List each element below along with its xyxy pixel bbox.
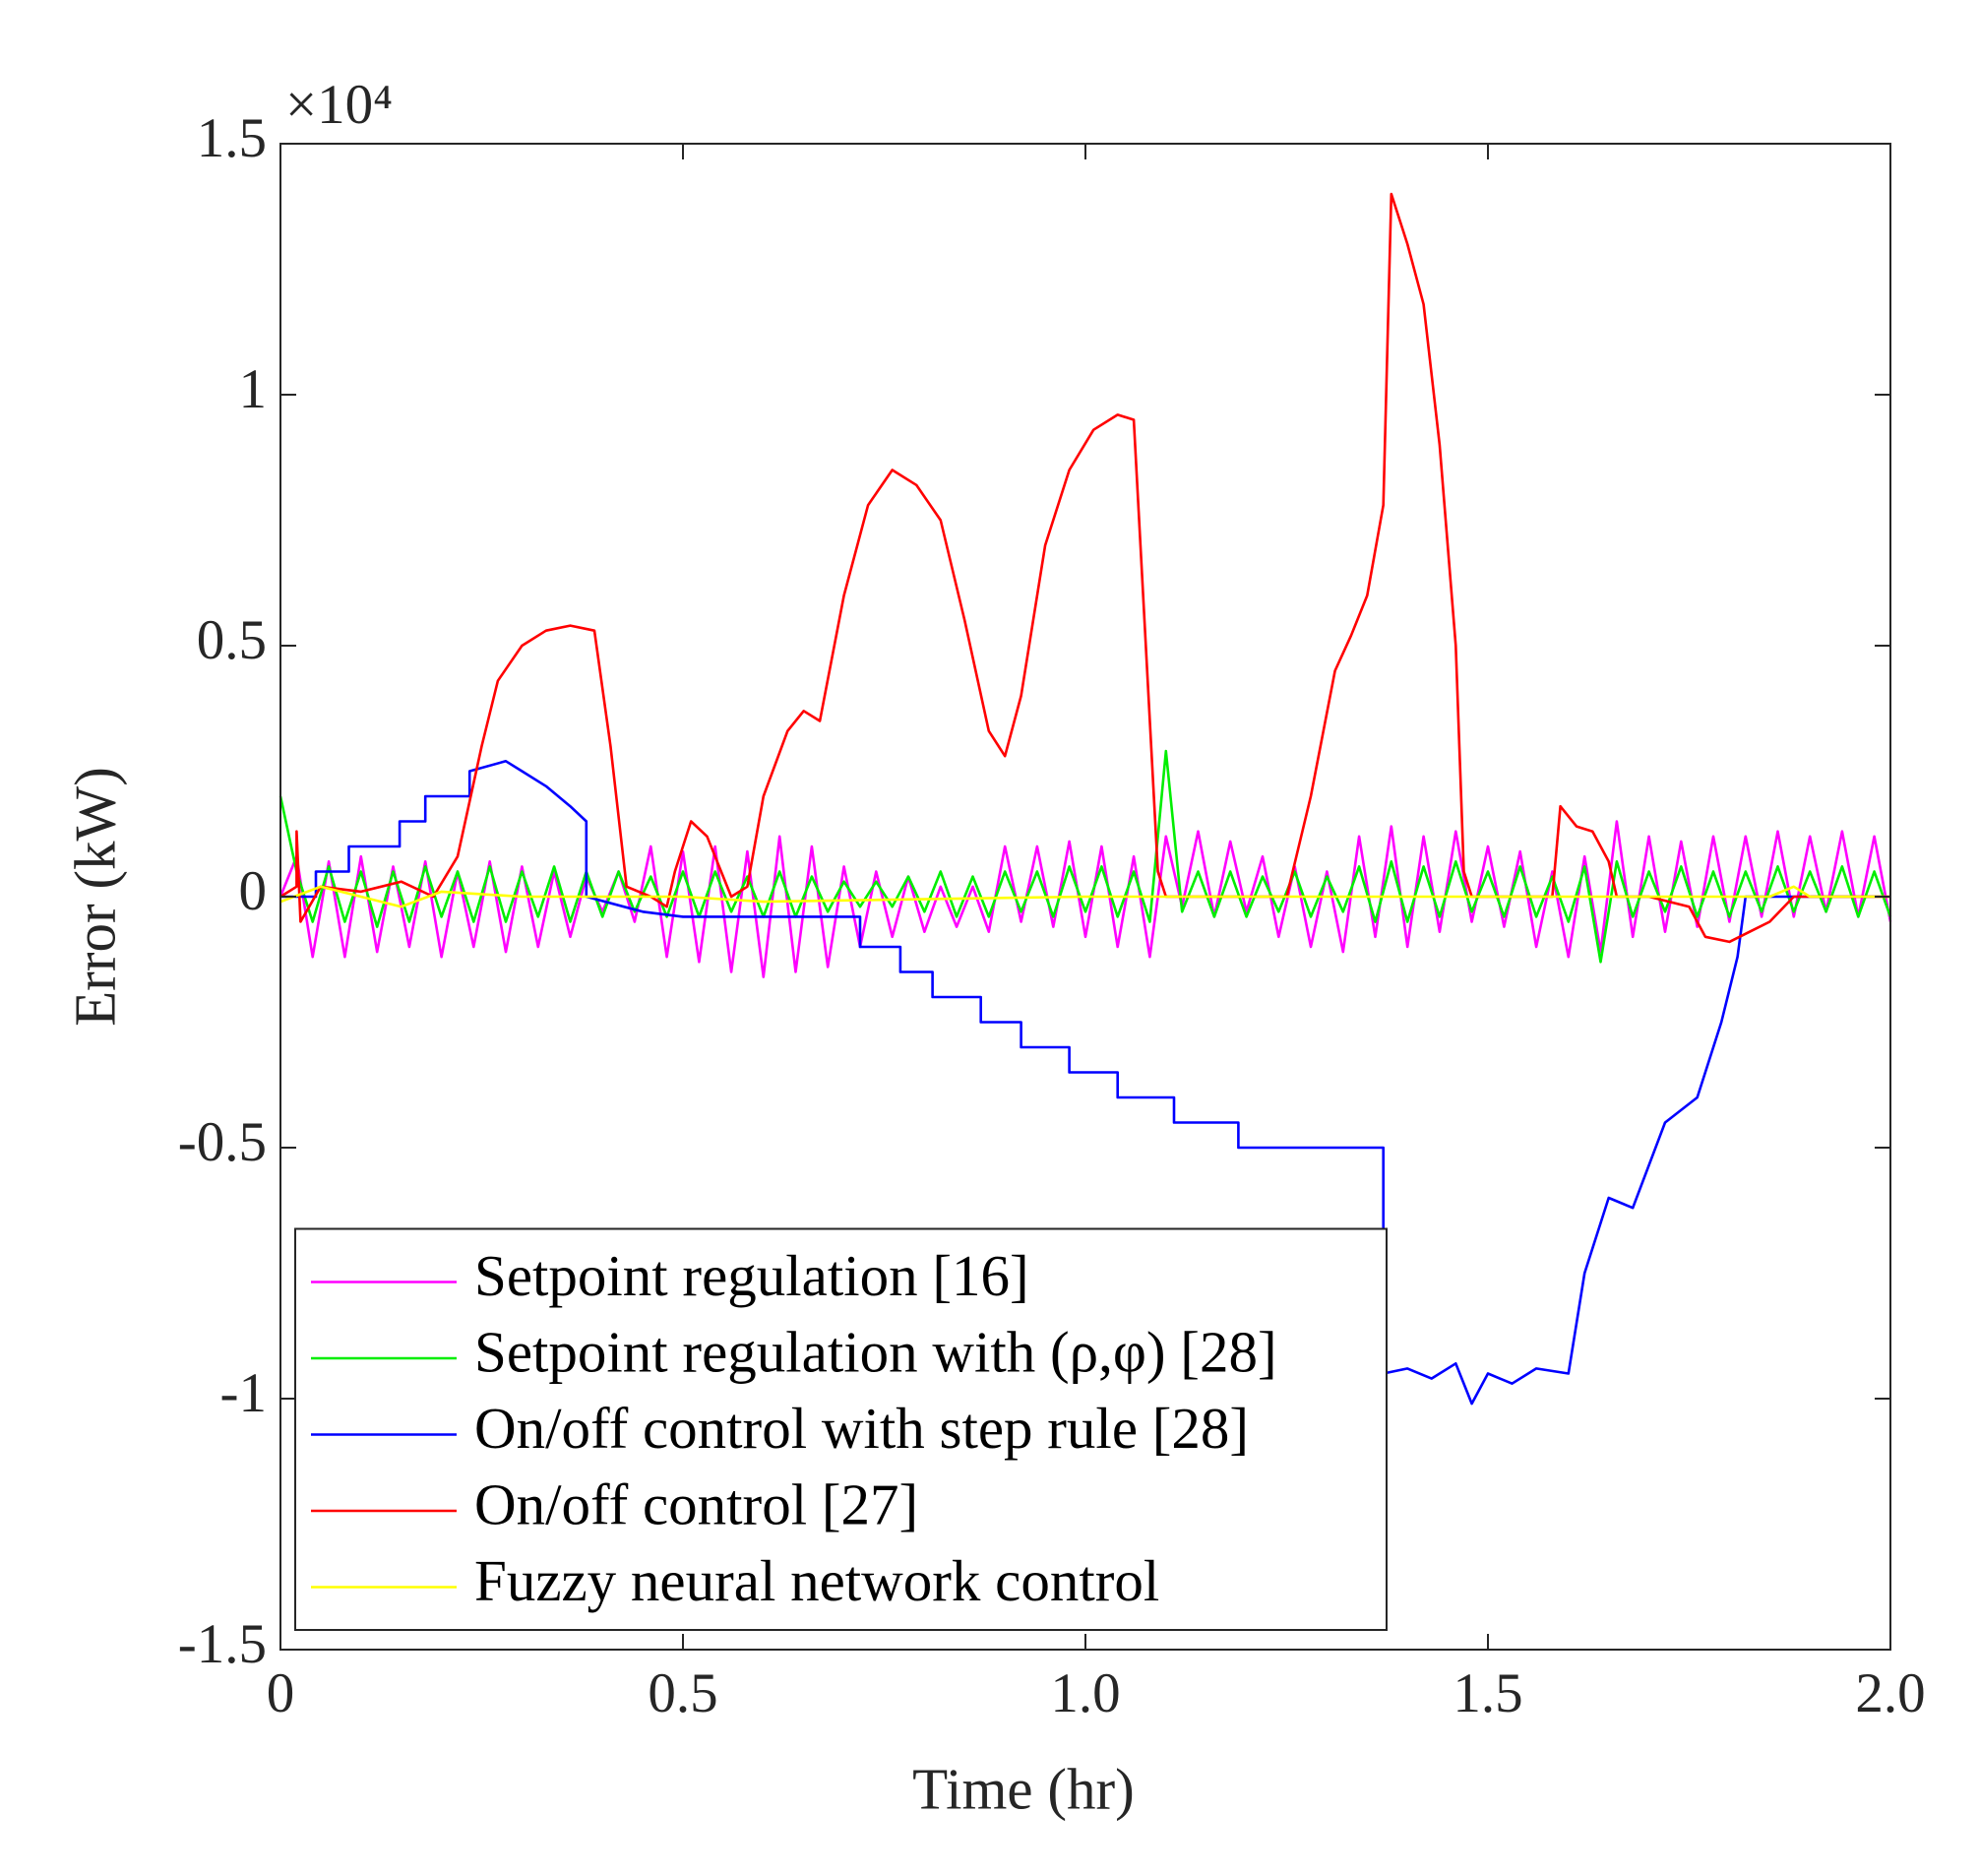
legend-box xyxy=(294,1227,1388,1631)
x-tick-label: 0 xyxy=(267,1662,295,1724)
x-tick-label: 2.0 xyxy=(1855,1662,1925,1724)
legend-label: Fuzzy neural network control xyxy=(474,1548,1159,1613)
y-tick-label: 0 xyxy=(239,860,268,922)
legend: Setpoint regulation [16] Setpoint regulat… xyxy=(294,1227,1388,1631)
x-axis-label: Time (hr) xyxy=(912,1757,1135,1822)
series-line xyxy=(279,192,1890,944)
y-axis-label: Error (kW) xyxy=(63,767,128,1027)
legend-label: Setpoint regulation with (ρ,φ) [28] xyxy=(474,1320,1277,1385)
legend-label: On/off control [27] xyxy=(474,1472,918,1537)
y-tick-label: -0.5 xyxy=(178,1111,267,1173)
y-multiplier: ×10⁴ xyxy=(285,74,393,136)
y-tick-label: -1.5 xyxy=(178,1613,267,1675)
series-line xyxy=(279,885,1890,908)
y-tick-label: 0.5 xyxy=(197,609,267,671)
x-tick-label: 1.5 xyxy=(1453,1662,1522,1724)
ticks: 0 0.5 1.0 1.5 2.0 -1.5 -1 -0.5 0 0.5 1 1.5 xyxy=(178,107,1926,1724)
y-tick-label: 1.5 xyxy=(197,107,267,169)
series-line xyxy=(278,749,1892,964)
legend-label: Setpoint regulation [16] xyxy=(474,1243,1029,1308)
y-tick-label: 1 xyxy=(239,358,268,420)
plot-lines xyxy=(278,192,1892,1406)
y-tick-label: -1 xyxy=(220,1362,267,1424)
legend-label: On/off control with step rule [28] xyxy=(474,1396,1249,1461)
x-tick-label: 0.5 xyxy=(648,1662,717,1724)
series-line xyxy=(280,760,1890,1406)
x-tick-label: 1.0 xyxy=(1050,1662,1120,1724)
